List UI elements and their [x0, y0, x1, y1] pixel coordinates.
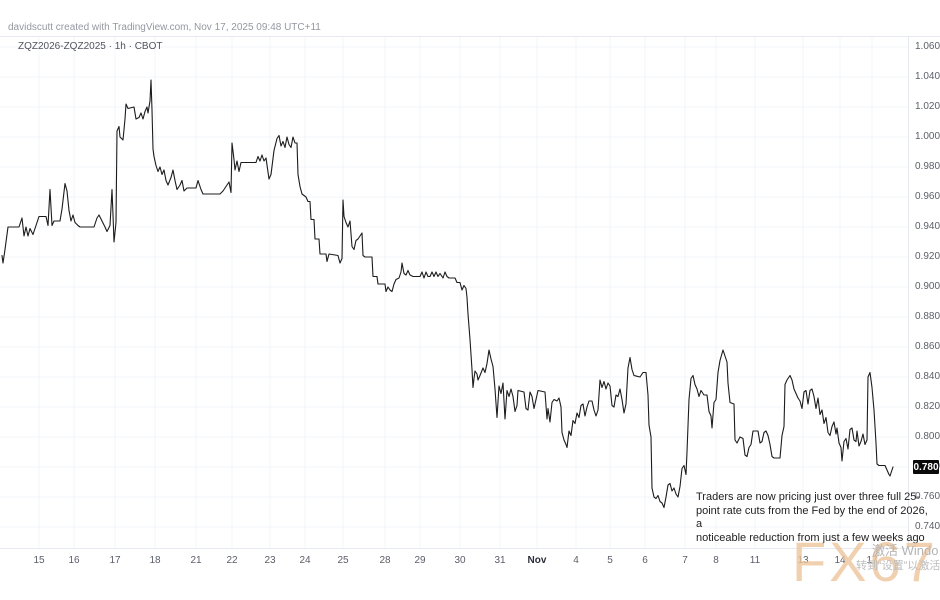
- time-axis-day-label: 4: [573, 555, 579, 566]
- price-axis-label: 1.040: [915, 71, 940, 82]
- time-axis-day-label: 24: [299, 555, 311, 566]
- time-scale[interactable]: 15 16 17 18 21 22 23 24 25 28 29 30 31 Nov 4 5 6 7 8 11 13 14…: [0, 548, 908, 575]
- time-axis-day-label: 14: [834, 555, 846, 566]
- annotation-text[interactable]: Traders are now pricing just over three …: [696, 491, 928, 545]
- annotation-line-1: Traders are now pricing just over three …: [696, 491, 920, 503]
- series-line[interactable]: [1, 79, 894, 509]
- price-axis-label: 0.860: [915, 341, 940, 352]
- price-axis-label: 0.880: [915, 311, 940, 322]
- time-axis-day-label: 31: [494, 555, 506, 566]
- time-axis-day-label: 17: [109, 555, 121, 566]
- time-axis-day-label: 29: [414, 555, 426, 566]
- annotation-line-2: point rate cuts from the Fed by the end …: [696, 504, 928, 531]
- annotation-line-3: noticeable reduction from just a few wee…: [696, 531, 925, 544]
- time-axis-day-label: 30: [454, 555, 466, 566]
- chart-plot-area[interactable]: [0, 37, 908, 548]
- price-axis-label: 0.920: [915, 251, 940, 262]
- price-axis-label: 1.060: [915, 41, 940, 52]
- time-axis-day-label: 22: [226, 555, 238, 566]
- price-axis-label: 1.000: [915, 131, 940, 142]
- last-price-label: 0.780: [913, 460, 939, 474]
- time-axis-day-label: 7: [682, 555, 688, 566]
- price-axis-label: 0.800: [915, 431, 940, 442]
- time-axis-day-label: 28: [379, 555, 391, 566]
- symbol-legend[interactable]: ZQZ2026-ZQZ2025 · 1h · CBOT: [18, 41, 163, 52]
- time-axis-day-label: 25: [337, 555, 349, 566]
- time-axis-day-label: 13: [797, 555, 809, 566]
- time-axis-day-label: 5: [607, 555, 613, 566]
- price-axis-label: 0.740: [915, 521, 940, 532]
- price-axis-label: 0.820: [915, 401, 940, 412]
- time-axis-day-label: 18: [149, 555, 161, 566]
- price-axis-label: 0.960: [915, 191, 940, 202]
- attribution-bar: davidscutt created with TradingView.com,…: [0, 0, 940, 37]
- price-axis-label: 0.900: [915, 281, 940, 292]
- windows-settings-watermark: 转到“设置”以激活 Windows: [856, 560, 940, 572]
- price-axis-label: 0.840: [915, 371, 940, 382]
- time-axis-month-label: Nov: [527, 555, 547, 566]
- time-axis-day-label: 16: [68, 555, 80, 566]
- time-axis-day-label: 11: [749, 555, 761, 566]
- chart-pane[interactable]: [0, 37, 908, 548]
- time-axis-day-label: 21: [190, 555, 202, 566]
- time-axis-day-label: 6: [642, 555, 648, 566]
- price-axis-label: 1.020: [915, 101, 940, 112]
- price-scale[interactable]: 0.780 1.060 1.040 1.020 1.000 0.980 0.960 0.94…: [908, 37, 940, 548]
- time-axis-day-label: 8: [713, 555, 719, 566]
- time-axis-day-label: 23: [264, 555, 276, 566]
- price-axis-label: 0.980: [915, 161, 940, 172]
- fx678-brand-watermark: FX678: [792, 530, 940, 593]
- time-axis-day-label: 17: [866, 555, 878, 566]
- attribution-text: davidscutt created with TradingView.com,…: [8, 22, 321, 33]
- windows-activate-watermark: 激活 Windo: [872, 543, 939, 558]
- price-axis-label: 0.940: [915, 221, 940, 232]
- time-axis-day-label: 15: [33, 555, 45, 566]
- price-axis-label: 0.760: [915, 491, 940, 502]
